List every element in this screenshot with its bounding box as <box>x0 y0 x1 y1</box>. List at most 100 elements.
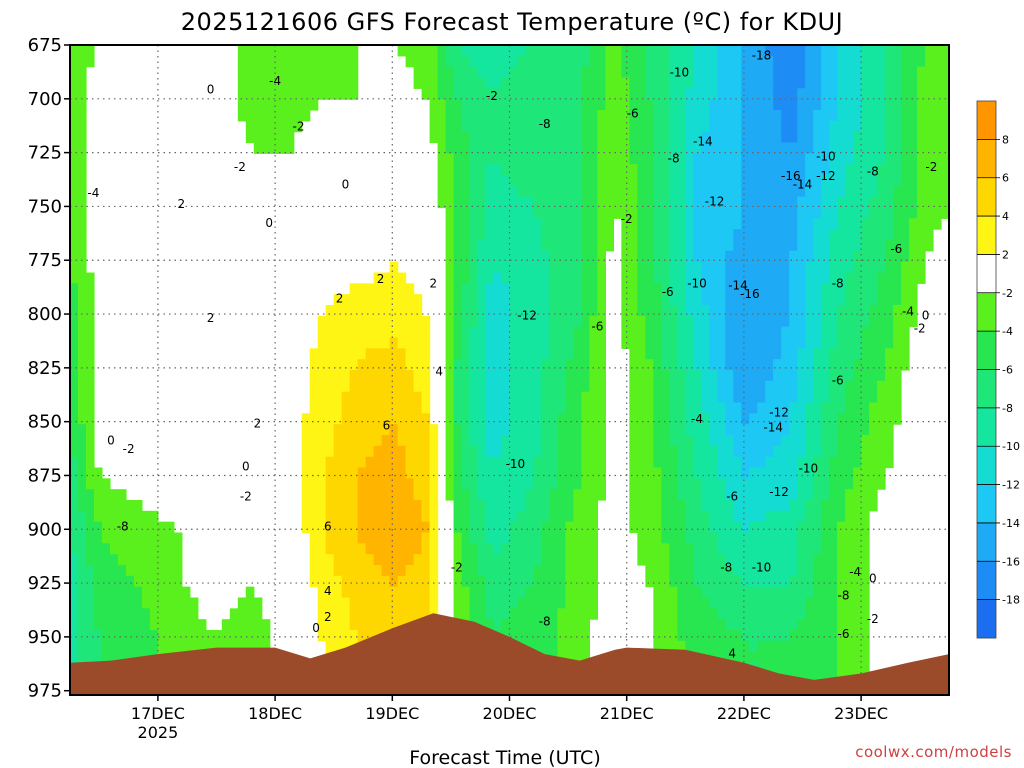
field-cell <box>541 294 551 306</box>
field-cell <box>677 207 686 219</box>
field-cell <box>773 283 782 295</box>
field-cell <box>245 77 255 89</box>
field-cell <box>693 66 702 79</box>
field-cell <box>565 131 575 144</box>
field-cell <box>445 315 455 328</box>
field-cell <box>613 142 622 154</box>
field-cell <box>589 305 598 317</box>
field-cell <box>781 250 790 263</box>
field-cell <box>501 445 511 458</box>
field-cell <box>861 370 870 382</box>
field-cell <box>837 402 846 414</box>
field-cell <box>557 467 567 479</box>
field-cell <box>845 467 854 479</box>
field-cell <box>781 640 790 653</box>
field-cell <box>469 164 479 176</box>
field-cell <box>645 229 654 241</box>
field-cell <box>485 478 495 490</box>
field-cell <box>533 510 543 523</box>
field-cell <box>853 370 862 382</box>
field-cell <box>365 521 375 534</box>
field-cell <box>333 640 343 653</box>
field-cell <box>277 142 287 154</box>
field-cell <box>741 651 750 664</box>
field-cell <box>421 337 431 349</box>
field-cell <box>333 88 343 100</box>
field-cell <box>773 294 782 306</box>
field-cell <box>637 153 646 165</box>
field-cell <box>109 640 119 653</box>
field-cell <box>765 510 774 523</box>
field-cell <box>733 608 742 620</box>
field-cell <box>925 77 934 89</box>
field-cell <box>533 77 543 89</box>
field-cell <box>341 597 351 609</box>
field-cell <box>853 662 862 674</box>
field-cell <box>717 142 726 154</box>
field-cell <box>861 630 870 642</box>
field-cell <box>453 294 463 306</box>
field-cell <box>213 640 223 653</box>
field-cell <box>501 229 511 241</box>
field-cell <box>469 272 479 284</box>
field-cell <box>781 348 790 360</box>
field-cell <box>85 45 95 57</box>
field-cell <box>501 164 511 176</box>
field-cell <box>429 565 439 577</box>
field-cell <box>725 597 734 609</box>
field-cell <box>493 55 503 68</box>
field-cell <box>477 445 487 458</box>
field-cell <box>821 565 830 577</box>
field-cell <box>829 110 838 122</box>
field-cell <box>925 45 934 57</box>
field-cell <box>573 120 583 133</box>
field-cell <box>637 326 646 339</box>
field-cell <box>541 207 551 219</box>
field-cell <box>525 586 535 599</box>
field-cell <box>389 326 399 339</box>
field-cell <box>317 413 327 425</box>
field-cell <box>757 500 766 512</box>
field-cell <box>493 153 503 165</box>
field-cell <box>333 380 343 393</box>
field-cell <box>165 597 175 609</box>
field-cell <box>70 315 79 328</box>
field-cell <box>861 175 870 187</box>
field-cell <box>669 424 678 436</box>
field-cell <box>621 175 630 187</box>
field-cell <box>805 110 814 122</box>
field-cell <box>749 272 758 284</box>
field-cell <box>333 326 343 339</box>
field-cell <box>365 554 375 566</box>
field-cell <box>453 185 463 198</box>
contour-label: -12 <box>769 406 789 420</box>
field-cell <box>805 207 814 219</box>
field-cell <box>597 359 606 371</box>
field-cell <box>749 391 758 404</box>
field-cell <box>781 510 790 523</box>
field-cell <box>373 597 383 609</box>
field-cell <box>829 283 838 295</box>
field-cell <box>477 207 487 219</box>
field-cell <box>701 337 710 349</box>
field-cell <box>789 315 798 328</box>
field-cell <box>581 391 591 404</box>
field-cell <box>349 489 359 501</box>
colorbar-swatch <box>977 331 996 370</box>
field-cell <box>621 99 630 111</box>
field-cell <box>173 640 183 653</box>
field-cell <box>253 66 263 79</box>
field-cell <box>349 597 359 609</box>
field-cell <box>253 640 263 653</box>
field-cell <box>709 586 718 599</box>
field-cell <box>869 261 878 274</box>
field-cell <box>341 294 351 306</box>
field-cell <box>741 326 750 339</box>
field-cell <box>789 380 798 393</box>
field-cell <box>77 99 87 111</box>
field-cell <box>549 66 559 79</box>
field-cell <box>821 326 830 339</box>
contour-label: -14 <box>793 177 813 191</box>
field-cell <box>829 500 838 512</box>
field-cell <box>421 575 431 588</box>
